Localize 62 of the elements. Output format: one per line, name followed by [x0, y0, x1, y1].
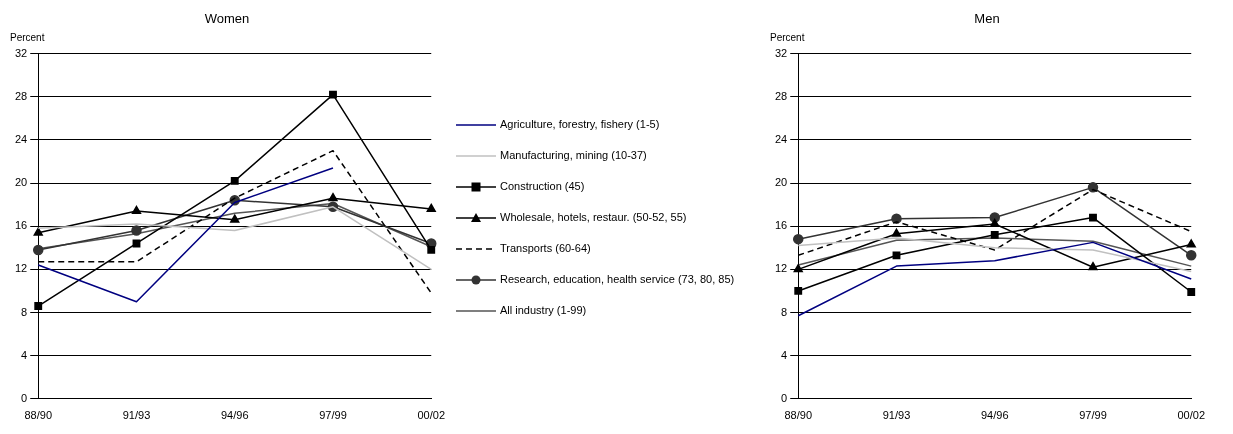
point: [1187, 288, 1196, 296]
point: [426, 203, 436, 212]
y-tick-label: 12: [14, 262, 28, 275]
y-tick-label: 4: [781, 348, 788, 361]
x-tick-label: 97/99: [319, 409, 347, 422]
point: [1186, 239, 1196, 248]
y-tick-label: 20: [14, 176, 28, 189]
y-tick-label: 24: [774, 132, 788, 145]
legend-label: Manufacturing, mining (10-37): [500, 147, 647, 162]
legend-label: All industry (1-99): [500, 302, 587, 317]
y-tick-label: 24: [14, 132, 28, 145]
y-tick-label: 0: [21, 391, 28, 404]
y-tick-label: 32: [14, 46, 28, 59]
point: [891, 213, 902, 224]
point: [891, 228, 902, 237]
y-tick-label: 8: [781, 305, 788, 318]
chart-title: Women: [204, 11, 250, 27]
x-tick-label: 91/93: [122, 409, 151, 422]
point: [793, 264, 803, 273]
x-tick-label: 88/90: [24, 409, 52, 422]
x-tick-label: 94/96: [220, 409, 249, 422]
point: [230, 214, 240, 223]
legend-label: Wholesale, hotels, restaur. (50-52, 55): [500, 209, 687, 224]
point: [1088, 261, 1098, 271]
y-tick-label: 20: [774, 176, 788, 189]
legend-label: Research, education, health service (73, 80, 85): [500, 271, 735, 286]
point: [794, 286, 803, 295]
y-tick-label: 4: [21, 348, 28, 361]
point: [892, 251, 901, 260]
y-tick-label: 12: [774, 262, 788, 275]
point: [230, 176, 239, 185]
y-tick-label: 28: [14, 89, 28, 102]
point: [131, 225, 142, 236]
point: [792, 233, 804, 245]
point: [34, 302, 43, 310]
y-tick-label: 32: [774, 46, 788, 59]
y-tick-label: 8: [21, 305, 28, 318]
x-tick-label: 97/99: [1079, 409, 1107, 422]
y-tick-label: 16: [14, 219, 28, 232]
y-tick-label: 0: [781, 391, 788, 404]
x-tick-label: 00/02: [417, 409, 445, 422]
chart-title: Men: [974, 11, 1000, 27]
x-tick-label: 00/02: [1177, 409, 1205, 422]
x-tick-label: 91/93: [882, 409, 911, 422]
point: [328, 192, 338, 202]
x-tick-label: 88/90: [784, 409, 812, 422]
x-tick-label: 94/96: [980, 409, 1009, 422]
point: [990, 230, 999, 239]
y-tick-label: 28: [774, 89, 788, 102]
point: [329, 90, 337, 99]
point: [1185, 250, 1197, 261]
point: [1089, 213, 1097, 222]
legend-label: Construction (45): [500, 178, 585, 193]
point: [131, 205, 142, 215]
y-tick-label: 16: [774, 219, 788, 232]
legend-label: Agriculture, forestry, fishery (1-5): [500, 116, 660, 131]
point: [427, 246, 436, 254]
point: [33, 227, 43, 236]
y-axis-title: Percent: [770, 32, 805, 44]
legend-label: Transports (60-64): [500, 240, 591, 255]
point: [32, 244, 44, 256]
y-axis-title: Percent: [10, 32, 45, 44]
